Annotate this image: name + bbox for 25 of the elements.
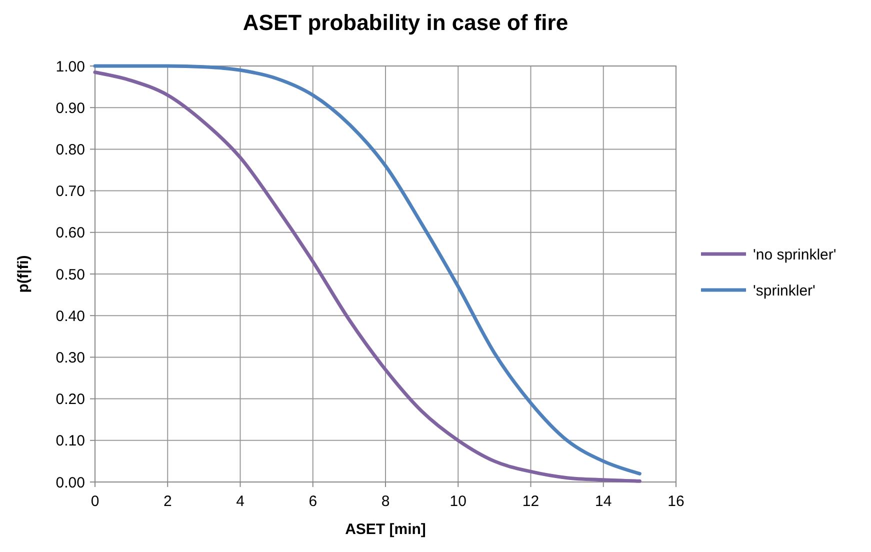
x-tick-label: 6 bbox=[308, 493, 318, 510]
x-tick-label: 0 bbox=[90, 493, 100, 510]
legend-label: 'no sprinkler' bbox=[753, 246, 836, 264]
y-tick-label: 0.50 bbox=[56, 266, 85, 284]
y-tick-label: 0.20 bbox=[56, 391, 85, 408]
x-tick-label: 4 bbox=[236, 493, 244, 510]
x-tick-label: 16 bbox=[668, 493, 684, 510]
legend-label: 'sprinkler' bbox=[753, 282, 816, 300]
y-tick-label: 0.00 bbox=[56, 474, 85, 492]
y-tick-label: 0.10 bbox=[56, 432, 85, 450]
x-tick-label: 12 bbox=[522, 493, 540, 510]
x-tick-label: 10 bbox=[450, 493, 466, 510]
y-tick-label: 0.60 bbox=[56, 224, 85, 242]
x-axis-title: ASET [min] bbox=[345, 521, 426, 538]
y-tick-label: 0.40 bbox=[56, 308, 85, 325]
y-tick-label: 1.00 bbox=[56, 58, 85, 76]
x-tick-label: 8 bbox=[381, 493, 390, 510]
x-tick-label: 14 bbox=[595, 493, 612, 510]
y-tick-label: 0.70 bbox=[56, 183, 85, 200]
y-tick-label: 0.90 bbox=[56, 100, 85, 117]
chart-title: ASET probability in case of fire bbox=[242, 10, 568, 35]
x-tick-label: 2 bbox=[163, 493, 172, 510]
y-tick-label: 0.30 bbox=[56, 349, 85, 366]
y-tick-label: 0.80 bbox=[56, 141, 85, 158]
y-axis-title: p(f|fi) bbox=[15, 255, 32, 293]
